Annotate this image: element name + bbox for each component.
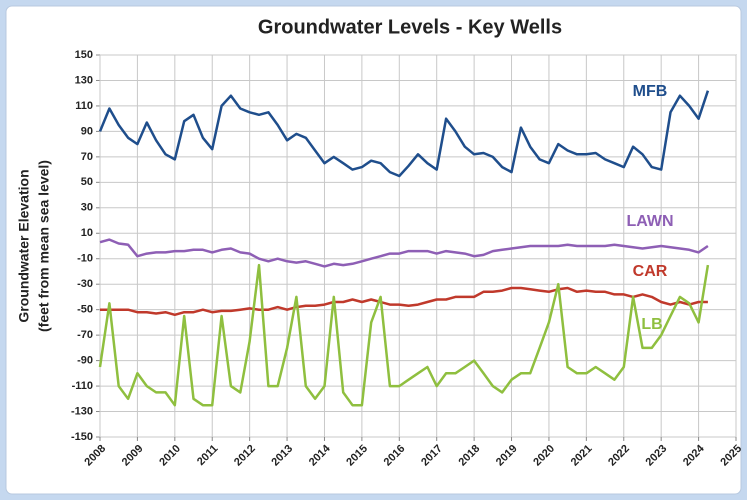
series-line — [100, 286, 708, 317]
y-axis-label: Groundwater Elevation — [16, 169, 32, 322]
y-tick-label: 70 — [81, 151, 93, 163]
y-tick-label: -110 — [72, 380, 93, 392]
y-tick-label: 130 — [75, 74, 93, 86]
y-tick-label: -50 — [77, 304, 93, 316]
series-label: LB — [641, 316, 662, 333]
y-tick-label: 90 — [81, 125, 93, 137]
plot-area — [99, 54, 737, 438]
chart-title: Groundwater Levels - Key Wells — [258, 16, 562, 38]
y-tick-label: 150 — [75, 49, 93, 61]
y-tick-label: -130 — [71, 405, 93, 417]
y-tick-label: 30 — [81, 202, 93, 214]
series-label: MFB — [633, 83, 668, 100]
series-label: LAWN — [626, 213, 673, 230]
y-tick-label: 110 — [75, 100, 93, 112]
series-line — [99, 238, 709, 268]
y-tick-label: -90 — [77, 355, 93, 367]
y-axis-label: (feet from mean sea level) — [36, 160, 52, 332]
series-label: CAR — [633, 263, 668, 280]
y-tick-label: -30 — [77, 278, 93, 290]
y-tick-label: 10 — [81, 227, 93, 239]
y-tick-label: -70 — [77, 329, 93, 341]
y-tick-label: -10 — [77, 253, 93, 265]
y-tick-label: 50 — [81, 176, 93, 188]
y-tick-label: -150 — [71, 431, 93, 443]
series-line — [98, 263, 710, 407]
series-line — [98, 90, 710, 178]
